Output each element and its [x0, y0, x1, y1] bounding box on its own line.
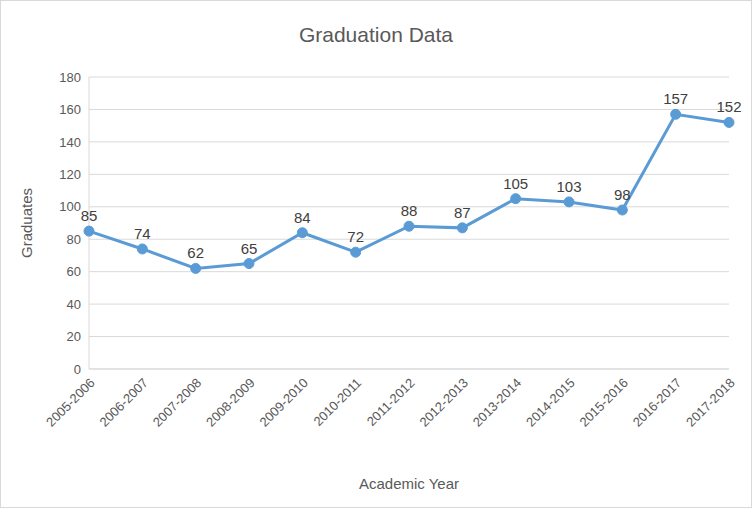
svg-text:120: 120	[59, 167, 81, 182]
svg-text:2008-2009: 2008-2009	[203, 375, 258, 430]
svg-text:40: 40	[67, 297, 81, 312]
svg-text:2010-2011: 2010-2011	[310, 375, 364, 429]
svg-text:2011-2012: 2011-2012	[364, 375, 418, 429]
svg-text:85: 85	[81, 207, 98, 224]
svg-text:2007-2008: 2007-2008	[150, 375, 205, 430]
svg-text:80: 80	[67, 232, 81, 247]
svg-text:84: 84	[294, 209, 311, 226]
html-text:Graduation Data: Graduation Data	[298, 23, 453, 46]
svg-text:2006-2007: 2006-2007	[96, 375, 151, 430]
svg-text:98: 98	[614, 186, 631, 203]
svg-text:2013-2014: 2013-2014	[470, 375, 525, 430]
svg-text:103: 103	[556, 178, 581, 195]
svg-text:65: 65	[241, 240, 258, 257]
svg-text:140: 140	[59, 135, 81, 150]
svg-text:2014-2015: 2014-2015	[523, 375, 578, 430]
svg-text:87: 87	[454, 204, 471, 221]
svg-text:160: 160	[59, 102, 81, 117]
svg-text:Academic Year: Academic Year	[359, 475, 459, 492]
svg-text:74: 74	[134, 225, 151, 242]
svg-text:105: 105	[503, 175, 528, 192]
svg-text:2009-2010: 2009-2010	[256, 375, 311, 430]
svg-text:72: 72	[347, 228, 364, 245]
svg-text:Graduates: Graduates	[18, 188, 35, 258]
svg-text:88: 88	[401, 202, 418, 219]
svg-text:62: 62	[187, 244, 204, 261]
svg-text:2015-2016: 2015-2016	[576, 375, 631, 430]
svg-text:0: 0	[74, 362, 81, 377]
svg-text:100: 100	[59, 199, 81, 214]
svg-text:180: 180	[59, 70, 81, 85]
svg-text:2016-2017: 2016-2017	[630, 375, 685, 430]
svg-text:20: 20	[67, 329, 81, 344]
svg-text:2012-2013: 2012-2013	[416, 375, 471, 430]
svg-text:2017-2018: 2017-2018	[683, 375, 738, 430]
svg-text:157: 157	[663, 90, 688, 107]
svg-text:152: 152	[716, 98, 741, 115]
svg-text:60: 60	[67, 264, 81, 279]
svg-text:2005-2006: 2005-2006	[43, 375, 98, 430]
